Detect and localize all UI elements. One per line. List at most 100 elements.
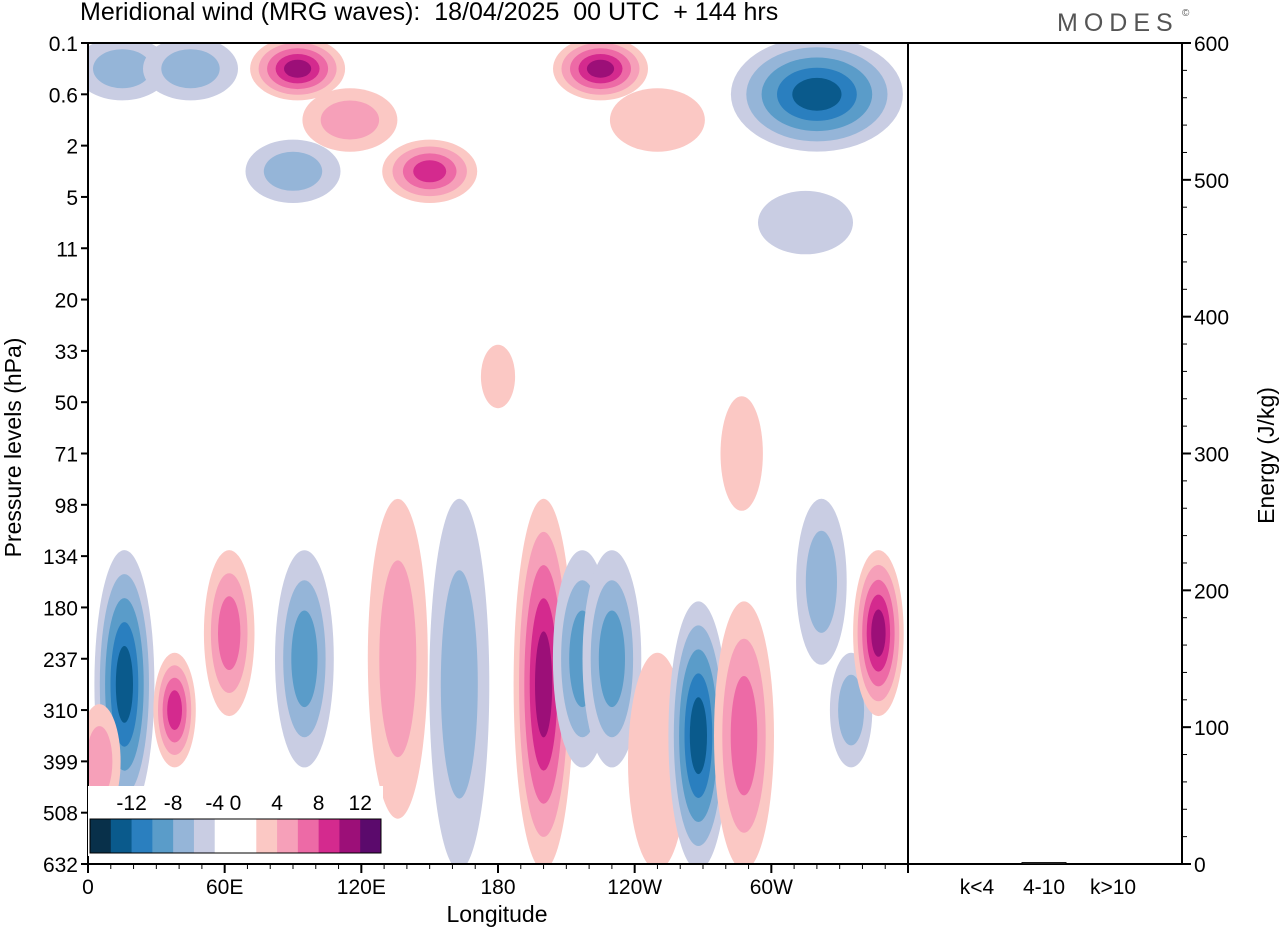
contour-level xyxy=(284,59,312,78)
contour-feature xyxy=(758,190,853,255)
energy-axis-title: Energy (J/kg) xyxy=(1253,387,1279,524)
energy-category-label: 4-10 xyxy=(1023,876,1065,899)
contour-feature xyxy=(668,601,729,864)
contour-feature xyxy=(720,396,763,511)
colorbar-swatch xyxy=(277,819,299,853)
contour-level xyxy=(871,609,886,657)
x-tick-label: 60W xyxy=(750,876,793,899)
colorbar-label: -12 xyxy=(116,792,146,815)
heatmap-frame xyxy=(87,42,909,865)
colorbar-label: 12 xyxy=(349,792,372,815)
contour-feature xyxy=(203,550,255,717)
contour-level xyxy=(320,100,380,140)
y-tick-label: 2 xyxy=(66,136,78,159)
colorbar-label: -4 xyxy=(205,792,224,815)
contour-feature xyxy=(153,652,196,768)
energy-frame xyxy=(907,42,1183,865)
colorbar-swatch xyxy=(256,819,278,853)
y-tick-label: 0.6 xyxy=(49,84,78,107)
y-tick-label: 33 xyxy=(55,341,78,364)
contour-level xyxy=(291,610,318,708)
contour-level xyxy=(598,610,626,708)
colorbar-label: 4 xyxy=(271,792,283,815)
contour-level xyxy=(167,690,183,730)
contour-level xyxy=(115,646,133,723)
contour-level xyxy=(689,697,708,775)
colorbar-swatch xyxy=(110,819,132,853)
colorbar: -12 -8 -4 0 4 8 12 xyxy=(88,786,383,856)
contour-feature xyxy=(480,344,516,409)
contour-feature xyxy=(730,43,903,152)
y-tick-label: 399 xyxy=(43,751,78,774)
x-axis-title: Longitude xyxy=(446,901,547,927)
y-tick-label: 180 xyxy=(43,597,78,620)
x-tick-label: 120W xyxy=(607,876,662,899)
energy-bar xyxy=(1090,863,1136,865)
energy-category-label: k<4 xyxy=(960,876,995,899)
chart-title: Meridional wind (MRG waves): 18/04/2025 … xyxy=(80,0,779,26)
contour-level xyxy=(480,344,516,409)
contour-level xyxy=(535,631,553,738)
y-tick-label: 508 xyxy=(43,803,78,826)
brand-logo: MODES xyxy=(1057,9,1179,37)
contour-feature xyxy=(553,43,648,101)
x-tick-label: 120E xyxy=(337,876,386,899)
y-tick-label: 237 xyxy=(43,649,78,672)
x-tick-label: 180 xyxy=(480,876,515,899)
y-tick-label: 0.1 xyxy=(49,33,78,56)
contour-feature xyxy=(382,139,478,203)
contour-level xyxy=(609,88,705,152)
energy-y-tick-label: 400 xyxy=(1194,307,1229,330)
contour-level xyxy=(730,676,758,796)
energy-bar xyxy=(1021,862,1067,865)
heatmap-contours xyxy=(88,43,904,864)
contour-feature xyxy=(275,550,334,768)
y-tick-label: 310 xyxy=(43,700,78,723)
colorbar-swatch xyxy=(235,819,257,853)
contour-feature xyxy=(582,550,642,768)
colorbar-swatch xyxy=(339,819,361,853)
colorbar-border xyxy=(89,818,382,854)
colorbar-swatch xyxy=(360,819,382,853)
colorbar-label: 8 xyxy=(313,792,325,815)
brand-copyright-mark: © xyxy=(1182,8,1190,19)
y-tick-label: 71 xyxy=(55,444,78,467)
y-axis-title: Pressure levels (hPa) xyxy=(0,338,26,558)
colorbar-swatch xyxy=(214,819,236,853)
contour-level xyxy=(792,77,842,111)
y-tick-label: 50 xyxy=(55,392,78,415)
energy-bar-chart: 0 100 200 300 400 500 600 Energy (J/kg) k<4 4-10 k… xyxy=(907,33,1279,899)
contour-level xyxy=(263,151,323,191)
y-tick-label: 11 xyxy=(56,238,78,261)
contour-feature xyxy=(245,139,341,203)
contour-level xyxy=(805,530,838,633)
contour-level xyxy=(440,570,478,799)
contour-feature xyxy=(714,601,774,864)
y-tick-label: 632 xyxy=(43,854,78,877)
contour-level xyxy=(93,49,152,89)
energy-y-tick-label: 100 xyxy=(1194,717,1229,740)
contour-feature xyxy=(796,498,847,665)
contour-level xyxy=(218,596,241,670)
contour-feature xyxy=(853,550,904,717)
contour-feature xyxy=(513,498,574,864)
contour-level xyxy=(838,674,865,746)
contour-feature xyxy=(609,88,705,152)
energy-y-tick-label: 0 xyxy=(1194,854,1206,877)
contour-feature xyxy=(302,88,398,152)
contour-level xyxy=(720,396,763,511)
colorbar-swatch xyxy=(152,819,174,853)
contour-level xyxy=(379,560,417,758)
colorbar-swatch xyxy=(173,819,195,853)
colorbar-label: -8 xyxy=(164,792,183,815)
energy-y-tick-label: 200 xyxy=(1194,580,1229,603)
energy-category-label: k>10 xyxy=(1090,876,1136,899)
contour-level xyxy=(88,726,113,797)
y-tick-label: 20 xyxy=(55,290,78,313)
energy-bar xyxy=(954,863,1000,865)
y-tick-label: 5 xyxy=(66,187,78,210)
x-tick-label: 0 xyxy=(82,876,94,899)
contour-feature xyxy=(250,43,346,101)
contour-feature xyxy=(429,498,490,864)
